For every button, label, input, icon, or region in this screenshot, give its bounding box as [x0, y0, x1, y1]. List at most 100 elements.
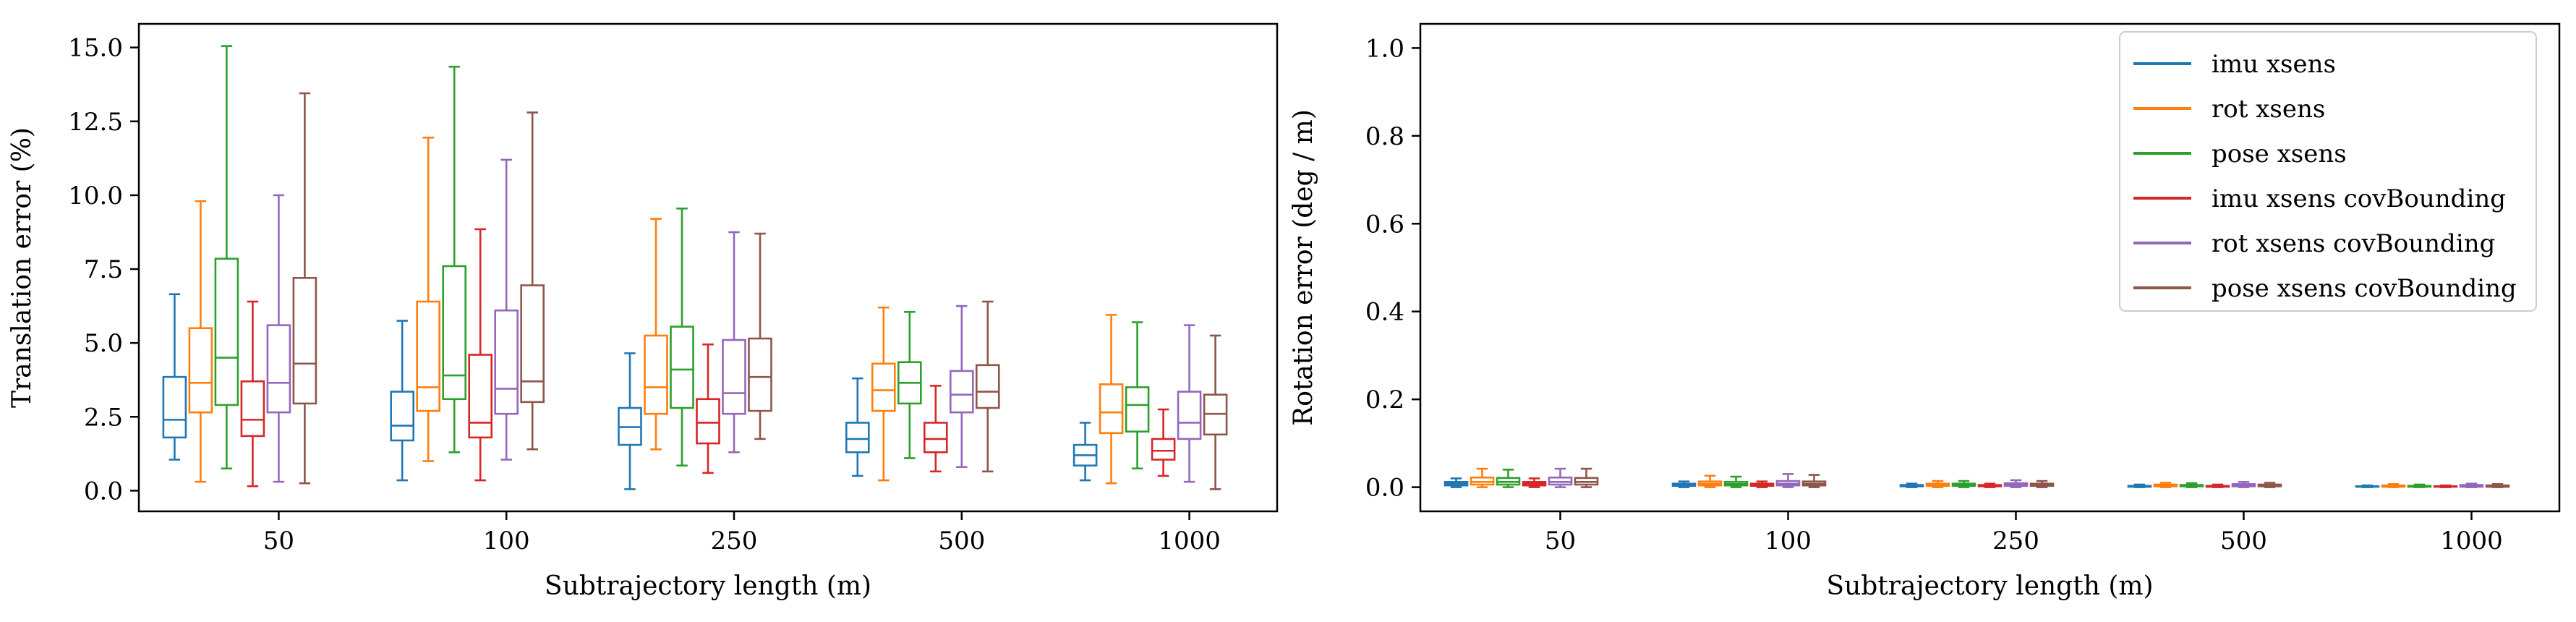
rotation-error-y-tick-label: 0.8: [1365, 122, 1404, 151]
translation-error-rot-xsens-100-iqr-rect: [416, 300, 441, 412]
translation-error-rot-xsens-covbounding-1000-iqr-rect: [1177, 391, 1202, 440]
translation-error-y-tick-label: 12.5: [68, 108, 123, 137]
translation-error-x-axis-label: Subtrajectory length (m): [545, 571, 871, 601]
translation-error-imu-xsens-covbounding-250-box: [696, 343, 720, 474]
rotation-error-pose-xsens-500-box: [2179, 482, 2204, 488]
rotation-error-x-tick-label: 250: [1992, 527, 2039, 555]
rotation-error-x-tick-label: 50: [1545, 527, 1576, 555]
translation-error-pose-xsens-50-box: [214, 45, 239, 470]
rotation-error-y-tick-label: 0.2: [1365, 385, 1404, 414]
translation-error-imu-xsens-covbounding-100-iqr-rect: [468, 354, 493, 439]
legend-label-pose-xsens-covbounding: pose xsens covBounding: [2212, 274, 2517, 303]
translation-error-x-tick-label: 50: [263, 527, 294, 555]
rotation-error-y-tick-label: 0.0: [1365, 474, 1404, 503]
translation-error-rot-xsens-covbounding-500-iqr-rect: [950, 370, 974, 414]
rotation-error-y-tick-label: 1.0: [1365, 34, 1404, 63]
rotation-error-imu-xsens-100-box: [1671, 480, 1697, 488]
translation-error-y-tick-label: 7.5: [84, 255, 123, 284]
translation-error-rot-xsens-500-box: [871, 306, 896, 482]
translation-error-rot-xsens-covbounding-50-box: [266, 194, 291, 483]
rotation-error-plot: 0.0 0.2 0.4 0.6 0.8 1.0 50 100 250 500 1000 Subtra…: [1289, 22, 2561, 601]
rotation-error-x-axis-label: Subtrajectory length (m): [1826, 571, 2153, 601]
rotation-error-imu-xsens-250-box: [1899, 482, 1924, 488]
translation-error-imu-xsens-covbounding-500-iqr-rect: [924, 422, 948, 453]
rotation-error-y-tick-label: 0.4: [1365, 298, 1404, 327]
translation-error-pose-xsens-1000-iqr-rect: [1125, 386, 1150, 433]
translation-error-imu-xsens-50-iqr-rect: [162, 375, 187, 439]
translation-error-rot-xsens-covbounding-250-iqr-rect: [722, 338, 746, 415]
translation-error-imu-xsens-500-iqr-rect: [845, 422, 870, 453]
translation-error-rot-xsens-250-iqr-rect: [644, 334, 668, 415]
translation-error-imu-xsens-covbounding-50-iqr-rect: [240, 380, 265, 438]
rotation-error-imu-xsens-500-box: [2127, 483, 2152, 488]
rotation-error-y-tick-label: 0.6: [1365, 210, 1404, 239]
rotation-error-rot-xsens-covbounding-100-box: [1775, 473, 1801, 488]
legend-items: imu xsens rot xsens pose xsens imu xsens co…: [2133, 50, 2517, 303]
translation-error-rot-xsens-100-box: [416, 136, 441, 462]
translation-error-imu-xsens-100-box: [390, 320, 415, 482]
rotation-error-rot-xsens-50-box: [1470, 467, 1495, 488]
translation-error-y-tick-label: 5.0: [84, 329, 123, 358]
translation-error-pose-xsens-covbounding-1000-box: [1203, 334, 1228, 490]
rotation-error-pose-xsens-covbounding-250-box: [2029, 480, 2055, 488]
translation-error-pose-xsens-1000-box: [1125, 321, 1150, 470]
translation-error-rot-xsens-covbounding-1000-box: [1177, 324, 1202, 483]
translation-error-pose-xsens-100-iqr-rect: [442, 265, 467, 401]
rotation-error-rot-xsens-covbounding-50-box: [1548, 467, 1573, 488]
translation-error-imu-xsens-100-iqr-rect: [390, 391, 415, 442]
translation-error-pose-xsens-covbounding-100-box: [520, 111, 545, 451]
rotation-error-imu-xsens-covbounding-100-box: [1749, 480, 1775, 488]
rotation-error-rot-xsens-1000-box: [2381, 483, 2406, 488]
translation-error-imu-xsens-covbounding-100-box: [468, 228, 493, 482]
legend-label-imu-xsens-covbounding: imu xsens covBounding: [2212, 184, 2506, 213]
translation-error-pose-xsens-50-iqr-rect: [214, 257, 239, 406]
translation-error-pose-xsens-covbounding-100-iqr-rect: [520, 284, 545, 404]
rotation-error-imu-xsens-1000-box: [2355, 484, 2380, 488]
rotation-error-x-tick-label: 100: [1765, 527, 1812, 555]
rotation-error-rot-xsens-covbounding-1000-box: [2459, 482, 2484, 488]
translation-error-rot-xsens-covbounding-100-box: [494, 158, 519, 461]
rotation-error-y-axis-label: Rotation error (deg / m): [1289, 109, 1318, 426]
legend: imu xsens rot xsens pose xsens imu xsens co…: [2119, 31, 2537, 312]
translation-error-rot-xsens-covbounding-100-iqr-rect: [494, 309, 519, 415]
rotation-error-rot-xsens-500-box: [2153, 482, 2178, 488]
legend-label-imu-xsens: imu xsens: [2212, 50, 2336, 79]
translation-error-y-tick-label: 0.0: [84, 477, 123, 506]
translation-error-rot-xsens-1000-box: [1099, 314, 1124, 485]
rotation-error-pose-xsens-250-box: [1951, 480, 1976, 488]
translation-error-imu-xsens-50-box: [162, 293, 187, 461]
rotation-error-imu-xsens-covbounding-250-box: [1977, 482, 2003, 488]
translation-error-imu-xsens-covbounding-1000-iqr-rect: [1151, 438, 1176, 461]
legend-frame: [2119, 31, 2537, 312]
rotation-error-x-tick-label: 500: [2220, 527, 2267, 555]
translation-error-rot-xsens-covbounding-500-box: [950, 304, 974, 469]
translation-error-rot-xsens-500-iqr-rect: [871, 362, 896, 412]
translation-error-rot-xsens-covbounding-250-box: [722, 231, 746, 453]
translation-error-axes-frame: [137, 22, 1279, 513]
rotation-error-imu-xsens-50-box: [1443, 477, 1469, 488]
translation-error-imu-xsens-1000-box: [1072, 422, 1098, 482]
legend-label-rot-xsens-covbounding: rot xsens covBounding: [2212, 229, 2495, 258]
translation-error-x-tick-label: 100: [483, 527, 530, 555]
rotation-error-pose-xsens-covbounding-1000-box: [2485, 483, 2510, 488]
translation-error-pose-xsens-covbounding-250-box: [748, 232, 772, 440]
translation-error-pose-xsens-covbounding-250-iqr-rect: [748, 337, 772, 412]
translation-error-rot-xsens-50-box: [188, 200, 213, 483]
rotation-error-pose-xsens-covbounding-100-box: [1801, 474, 1827, 488]
legend-label-pose-xsens: pose xsens: [2212, 140, 2347, 169]
translation-error-pose-xsens-covbounding-50-box: [292, 92, 317, 485]
legend-label-rot-xsens: rot xsens: [2212, 95, 2325, 124]
translation-error-pose-xsens-250-box: [670, 208, 694, 466]
translation-error-imu-xsens-covbounding-250-iqr-rect: [696, 398, 720, 445]
rotation-error-pose-xsens-covbounding-50-box: [1574, 467, 1599, 488]
rotation-error-x-tick-label: 1000: [2440, 527, 2503, 555]
translation-error-rot-xsens-1000-iqr-rect: [1099, 383, 1124, 435]
translation-error-x-tick-label: 500: [938, 527, 985, 555]
rotation-error-rot-xsens-250-box: [1925, 480, 1950, 488]
translation-error-rot-xsens-covbounding-50-iqr-rect: [266, 324, 291, 414]
translation-error-x-tick-label: 250: [711, 527, 758, 555]
translation-error-y-tick-label: 15.0: [68, 34, 123, 63]
translation-error-imu-xsens-covbounding-50-box: [240, 300, 265, 487]
rotation-error-imu-xsens-covbounding-50-box: [1522, 477, 1547, 488]
